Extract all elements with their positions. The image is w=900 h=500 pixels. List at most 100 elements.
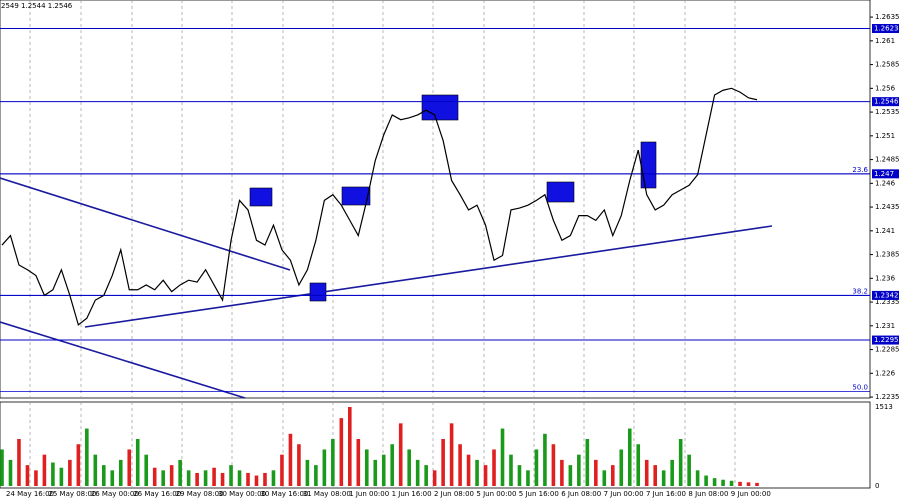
volume-bar xyxy=(577,454,581,486)
volume-bar xyxy=(407,449,411,486)
volume-bar xyxy=(373,459,378,486)
y-tick-label: 1.2485 xyxy=(875,156,900,164)
x-tick-label: 5 Jun 00:00 xyxy=(476,490,516,498)
y-tick-label: 1.241 xyxy=(875,227,895,235)
volume-bar xyxy=(152,467,157,486)
x-tick-label: 26 May 00:00 xyxy=(91,490,139,498)
volume-bar xyxy=(551,444,556,486)
y-tick-label: 1.226 xyxy=(875,369,896,377)
volume-bar xyxy=(661,470,666,486)
x-tick-label: 24 May 16:00 xyxy=(6,490,54,498)
volume-bar xyxy=(466,454,471,486)
volume-bar xyxy=(297,444,301,486)
level-label: 1.2295 xyxy=(874,336,899,344)
y-tick-label: 1.236 xyxy=(875,274,896,282)
y-tick-label: 1.2435 xyxy=(875,203,900,211)
volume-bar xyxy=(144,454,149,486)
volume-bar xyxy=(76,444,81,486)
volume-bar xyxy=(42,454,47,486)
x-tick-label: 29 May 08:00 xyxy=(176,490,224,498)
header: 2549 1.2544 1.2546 xyxy=(1,2,73,10)
volume-bar xyxy=(398,423,403,486)
y-tick-label: 1.246 xyxy=(875,179,896,187)
volume-bar xyxy=(161,470,165,486)
volume-bar xyxy=(271,470,276,486)
y-tick-label: 1.2285 xyxy=(875,346,900,354)
volume-bar xyxy=(517,465,522,486)
volume-bar xyxy=(687,454,691,486)
volume-bar xyxy=(186,470,191,486)
volume-bar xyxy=(17,439,21,486)
volume-bar xyxy=(509,454,513,486)
volume-bar xyxy=(203,470,208,486)
y-tick-label: 1.261 xyxy=(875,37,895,45)
volume-bar xyxy=(246,472,250,486)
trend-lines xyxy=(0,177,773,399)
x-tick-label: 1 Jun 16:00 xyxy=(392,490,432,498)
y-tick-label: 1.2385 xyxy=(875,251,900,259)
volume-bar xyxy=(229,465,233,486)
volume-bar xyxy=(678,439,683,486)
x-tick-label: 5 Jun 16:00 xyxy=(519,490,559,498)
y-tick-label: 1.2535 xyxy=(875,108,900,116)
zones xyxy=(249,94,657,302)
x-tick-label: 7 Jun 00:00 xyxy=(604,490,644,498)
volume-bar xyxy=(415,459,420,486)
volume-bar xyxy=(212,467,216,486)
price-line xyxy=(1,87,758,326)
volume-bar xyxy=(636,444,641,486)
volume-bar xyxy=(458,444,462,486)
volume-bar xyxy=(475,459,479,486)
level-label: 1.2342 xyxy=(874,291,899,299)
volume-bar xyxy=(644,459,649,486)
volume-bar xyxy=(101,465,106,486)
level-label: 1.247 xyxy=(874,170,894,178)
volume-tick-label: 1513 xyxy=(875,403,893,411)
volume-bar xyxy=(331,439,335,486)
volume-bar xyxy=(314,465,318,486)
volume-bar xyxy=(356,439,361,486)
volume-bar xyxy=(390,444,395,486)
volume-bar xyxy=(254,475,259,486)
volume-bar xyxy=(610,465,615,486)
volume-bar xyxy=(280,454,284,486)
volume-bar xyxy=(51,462,55,486)
price-panel xyxy=(0,0,871,399)
volume-bar xyxy=(348,407,352,486)
x-tick-label: 30 May 16:00 xyxy=(260,490,308,498)
volume-bar xyxy=(110,470,115,486)
y-tick-label: 1.256 xyxy=(875,84,896,92)
volume-bar xyxy=(704,475,708,486)
x-tick-label: 25 May 08:00 xyxy=(48,490,96,498)
x-tick-label: 30 May 00:00 xyxy=(218,490,266,498)
y-tick-label: 1.251 xyxy=(875,132,895,140)
y-tick-label: 1.231 xyxy=(875,322,895,330)
volume-bar xyxy=(432,470,437,486)
level-label: 1.2546 xyxy=(874,98,899,106)
volume-bar xyxy=(568,465,573,486)
grid xyxy=(29,0,736,488)
volume-bar xyxy=(339,418,344,486)
volume-tick-label: 0 xyxy=(875,482,879,490)
volume-panel xyxy=(0,401,871,489)
volume-bar xyxy=(755,482,759,486)
volume-bar xyxy=(364,449,369,486)
volume-bar xyxy=(534,449,539,486)
x-tick-label: 26 May 16:00 xyxy=(133,490,181,498)
volume-bar xyxy=(746,482,751,486)
level-label-box xyxy=(872,23,899,33)
volume-bar xyxy=(449,423,454,486)
y-tick-label: 1.2635 xyxy=(875,13,900,21)
volume-bar xyxy=(543,433,547,486)
volume-bar xyxy=(670,459,674,486)
volume-bar xyxy=(441,439,445,486)
volume-bar xyxy=(526,470,530,486)
volume-bar xyxy=(594,459,598,486)
volume-bar xyxy=(127,449,132,486)
level-label-box xyxy=(872,335,899,345)
volume-bar xyxy=(25,465,30,486)
volume-bar xyxy=(93,454,98,486)
x-tick-label: 8 Jun 08:00 xyxy=(688,490,728,498)
volume-bar xyxy=(288,433,293,486)
